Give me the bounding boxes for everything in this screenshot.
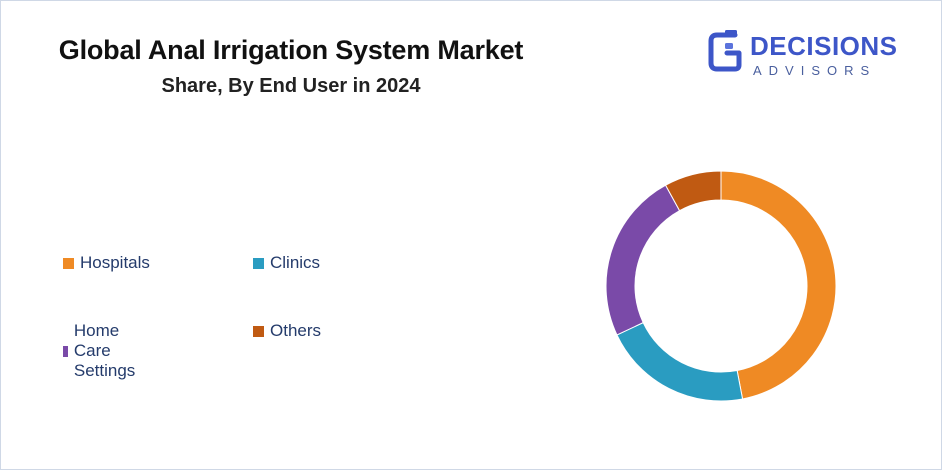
legend-swatch-home-care-settings	[63, 345, 68, 357]
donut-chart	[605, 170, 837, 402]
legend-item-others: Others	[253, 321, 321, 341]
logo-wordmark: DECISIONS	[750, 31, 898, 61]
chart-subtitle: Share, By End User in 2024	[161, 75, 421, 97]
legend-swatch-hospitals	[63, 257, 74, 269]
legend-item-hospitals: Hospitals	[63, 253, 150, 273]
chart-title: Global Anal Irrigation System Market	[58, 35, 524, 65]
legend-label-home-care-settings: Home Care Settings	[73, 321, 136, 380]
donut-slice-others	[664, 170, 722, 212]
legend-swatch-clinics	[253, 257, 264, 269]
legend-label-clinics: Clinics	[270, 253, 321, 272]
donut-slice-clinics	[616, 321, 744, 402]
decisions-advisors-logo: DECISIONS ADVISORS	[705, 29, 915, 79]
legend-item-clinics: Clinics	[253, 253, 320, 273]
donut-slice-home-care-settings	[605, 184, 681, 336]
legend-label-hospitals: Hospitals	[80, 253, 150, 272]
legend-item-home-care-settings: Home Care Settings	[63, 321, 141, 381]
legend-label-others: Others	[270, 321, 322, 340]
legend-swatch-others	[253, 325, 264, 337]
logo-mark-icon	[708, 30, 742, 72]
logo-subtext: ADVISORS	[753, 63, 877, 78]
donut-slice-hospitals	[720, 170, 837, 400]
